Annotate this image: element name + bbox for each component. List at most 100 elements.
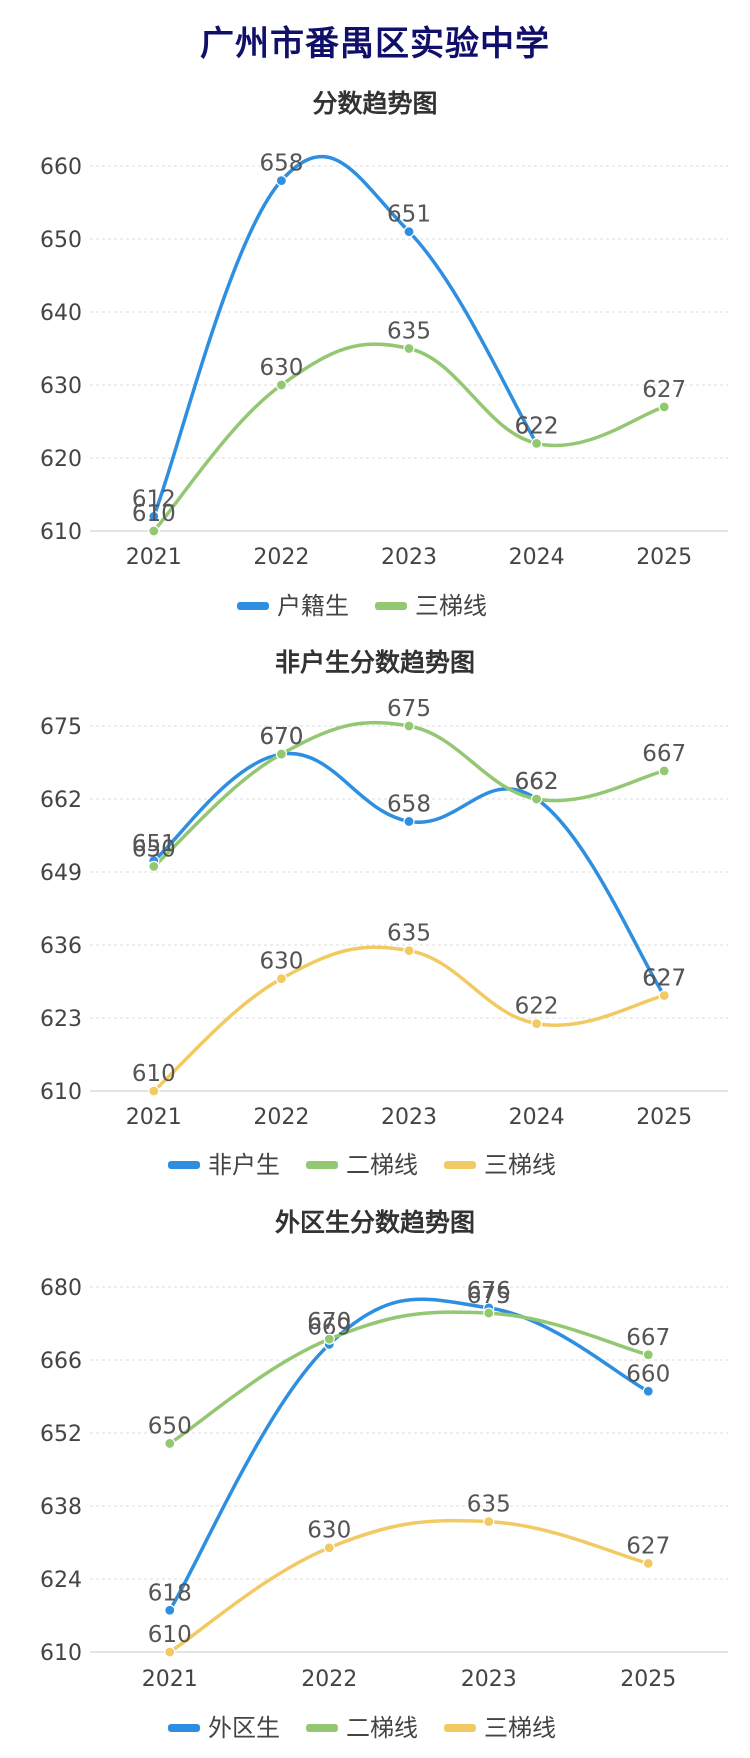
data-point <box>164 1604 176 1616</box>
y-tick-label: 662 <box>40 788 82 813</box>
data-point <box>483 1516 495 1528</box>
data-point <box>148 860 160 872</box>
legend-label: 二梯线 <box>346 1714 418 1742</box>
data-point <box>403 945 415 957</box>
chart-3-title: 外区生分数趋势图 <box>274 1208 475 1237</box>
data-point <box>658 989 670 1002</box>
x-tick-label: 2022 <box>253 545 309 570</box>
data-label: 622 <box>515 413 559 439</box>
legend-label: 外区生 <box>208 1714 280 1742</box>
x-tick-label: 2025 <box>620 1667 676 1692</box>
chart-2-title: 非户生分数趋势图 <box>274 648 475 677</box>
data-label: 630 <box>307 1518 351 1544</box>
legend-label: 户籍生 <box>277 592 349 620</box>
data-label: 630 <box>259 949 303 975</box>
data-point <box>658 401 670 413</box>
data-label: 670 <box>307 1309 351 1335</box>
data-label: 622 <box>515 413 559 439</box>
y-tick-label: 650 <box>40 228 82 253</box>
y-tick-label: 624 <box>40 1568 82 1593</box>
legend-label: 三梯线 <box>484 1714 556 1742</box>
y-tick-label: 640 <box>40 301 82 326</box>
data-point <box>642 1557 654 1569</box>
x-tick-label: 2023 <box>461 1667 517 1692</box>
series-line <box>168 1297 650 1613</box>
data-label: 662 <box>515 769 559 795</box>
chart-1-title: 分数趋势图 <box>312 89 438 118</box>
data-point <box>164 1437 176 1450</box>
x-tick-label: 2021 <box>126 545 182 570</box>
legend-swatch <box>444 1161 476 1169</box>
y-tick-label: 636 <box>40 934 82 959</box>
legend-swatch <box>306 1161 338 1169</box>
data-point <box>148 510 160 523</box>
y-tick-label: 652 <box>40 1422 82 1447</box>
legend-label: 三梯线 <box>484 1151 556 1179</box>
y-tick-label: 660 <box>40 155 82 180</box>
x-tick-label: 2024 <box>509 545 565 570</box>
data-label: 627 <box>626 1533 670 1559</box>
data-point <box>483 1307 495 1319</box>
x-tick-label: 2023 <box>381 1105 437 1130</box>
data-point <box>275 379 287 391</box>
x-tick-label: 2025 <box>636 1105 692 1130</box>
data-point <box>642 1349 654 1361</box>
legend-swatch <box>375 602 407 610</box>
data-label: 650 <box>148 1413 192 1439</box>
data-label: 651 <box>387 202 431 228</box>
chart-2-plot: 610 623 636 649 662 675 2021 2022 2023 2024 2025 65… <box>40 696 728 1179</box>
data-label: 627 <box>642 377 686 403</box>
y-tick-label: 666 <box>40 1349 82 1374</box>
data-label: 627 <box>642 966 686 992</box>
data-label: 675 <box>387 696 431 722</box>
data-label: 662 <box>515 769 559 795</box>
x-tick-label: 2024 <box>509 1105 565 1130</box>
data-point <box>658 765 670 777</box>
legend-swatch <box>168 1161 200 1169</box>
data-label: 610 <box>132 501 176 527</box>
legend-swatch <box>168 1724 200 1732</box>
data-label: 651 <box>132 831 176 857</box>
data-label: 627 <box>642 966 686 992</box>
x-tick-label: 2022 <box>253 1105 309 1130</box>
x-tick-label: 2022 <box>301 1667 357 1692</box>
y-tick-label: 610 <box>40 1080 82 1105</box>
series-line <box>168 1310 650 1446</box>
y-tick-label: 623 <box>40 1007 82 1032</box>
data-point <box>403 226 415 238</box>
data-label: 667 <box>626 1325 670 1351</box>
data-point <box>148 1085 160 1097</box>
legend-swatch <box>237 602 269 610</box>
data-point <box>275 973 287 985</box>
data-label: 622 <box>515 994 559 1020</box>
x-tick-label: 2021 <box>126 1105 182 1130</box>
data-point <box>530 1018 543 1030</box>
data-label: 660 <box>626 1361 670 1387</box>
data-point <box>403 720 415 732</box>
data-point <box>275 748 287 760</box>
y-tick-label: 638 <box>40 1495 82 1520</box>
y-tick-label: 610 <box>40 1641 82 1666</box>
data-point <box>642 1385 654 1397</box>
y-tick-label: 675 <box>40 715 82 740</box>
chart-1-plot: 610 620 630 640 650 660 2021 2022 2023 2024 2025 61… <box>40 151 728 620</box>
data-label: 676 <box>467 1278 511 1304</box>
legend-label: 非户生 <box>208 1151 280 1179</box>
data-point <box>275 175 287 187</box>
data-label: 670 <box>259 724 303 750</box>
y-tick-label: 649 <box>40 861 82 886</box>
data-point <box>164 1646 176 1658</box>
data-label: 610 <box>132 1061 176 1087</box>
data-label: 670 <box>259 724 303 750</box>
data-point <box>323 1542 335 1554</box>
x-tick-label: 2021 <box>142 1667 198 1692</box>
series-line <box>168 1518 650 1654</box>
y-tick-label: 610 <box>40 520 82 545</box>
data-label: 618 <box>148 1580 192 1606</box>
data-label: 610 <box>148 1622 192 1648</box>
y-tick-label: 680 <box>40 1276 82 1301</box>
data-label: 658 <box>259 151 303 177</box>
data-label: 612 <box>132 486 176 512</box>
data-label: 650 <box>132 836 176 862</box>
